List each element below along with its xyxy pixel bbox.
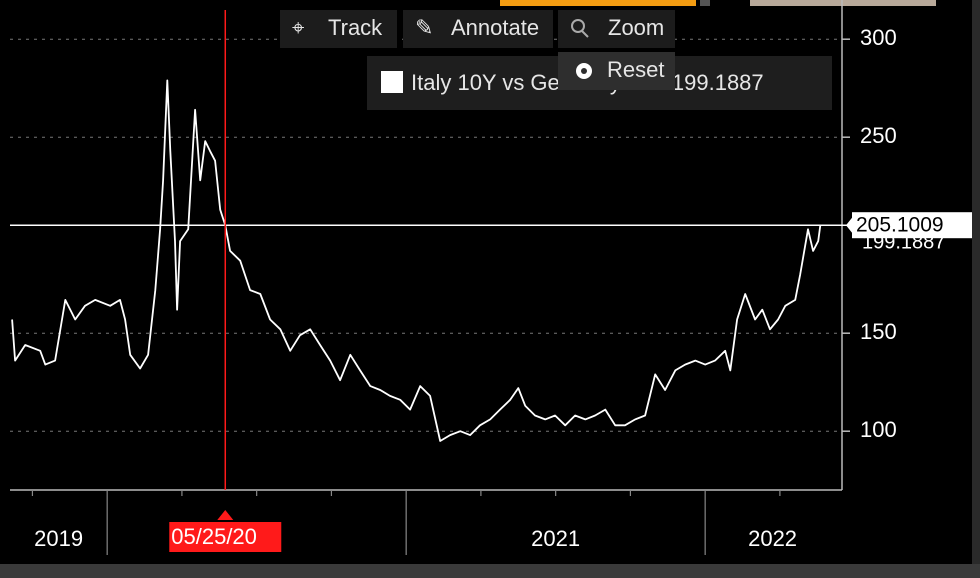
reset-label[interactable]: Reset <box>607 57 664 82</box>
reset-icon <box>581 68 587 74</box>
y-tick-label: 100 <box>860 417 897 442</box>
plot-area: 100 150 250 300 2019 2021 2022 199.1887 205.1009… <box>10 0 972 555</box>
track-button[interactable] <box>280 10 397 48</box>
x-tick-label: 2019 <box>34 526 83 551</box>
y-tick-label: 300 <box>860 25 897 50</box>
zoom-button[interactable] <box>558 10 675 48</box>
y-tick-label: 150 <box>860 319 897 344</box>
track-icon: ⌖ <box>292 15 304 40</box>
crosshair-date-box <box>169 522 282 552</box>
zoom-label[interactable]: Zoom <box>608 15 664 40</box>
tab-indicator <box>500 0 696 6</box>
legend-value: 199.1887 <box>672 70 764 95</box>
annotate-label[interactable]: Annotate <box>451 15 539 40</box>
annotate-button[interactable] <box>403 10 553 48</box>
annotate-icon: ✎ <box>415 15 433 40</box>
zoom-icon <box>571 19 585 33</box>
track-label[interactable]: Track <box>328 15 383 40</box>
status-bar <box>0 564 980 578</box>
legend-swatch <box>381 71 403 93</box>
side-border <box>972 0 980 564</box>
last-value-label: 205.1009 <box>856 214 944 237</box>
tab-indicator <box>700 0 710 6</box>
x-tick-label: 2022 <box>748 526 797 551</box>
x-tick-label: 2021 <box>531 526 580 551</box>
crosshair-date: 05/25/20 <box>171 524 257 549</box>
tab-indicator <box>750 0 936 6</box>
zoom-icon <box>581 30 589 38</box>
series-line <box>11 79 822 442</box>
crosshair-marker <box>217 510 234 520</box>
toolbar: ⌖ Track ✎ Annotate Zoom Italy 10Y vs Ger… <box>280 10 832 110</box>
last-value-box <box>852 212 972 239</box>
y-tick-label: 250 <box>860 123 897 148</box>
